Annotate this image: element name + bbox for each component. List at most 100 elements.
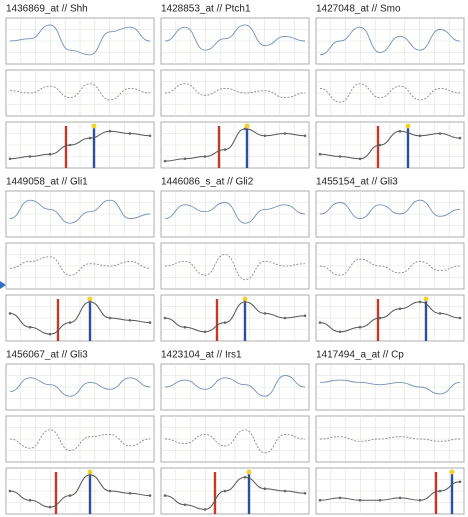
point bbox=[378, 316, 382, 320]
point bbox=[108, 489, 112, 493]
panel-title: 1456067_at // Gli3 bbox=[6, 350, 88, 361]
point bbox=[263, 487, 267, 491]
bar bbox=[56, 299, 60, 341]
panel-title: 1427048_at // Smo bbox=[316, 4, 401, 15]
series-line bbox=[164, 254, 306, 281]
point bbox=[183, 157, 187, 161]
point bbox=[438, 312, 442, 315]
marker-dot bbox=[87, 469, 93, 475]
bar bbox=[217, 126, 221, 168]
panel-title: 1417494_a_at // Cp bbox=[316, 350, 404, 361]
series-line bbox=[9, 130, 151, 160]
point bbox=[338, 155, 342, 158]
panel-title: 1428853_at // Ptch1 bbox=[161, 4, 251, 15]
bar bbox=[376, 126, 380, 168]
series-line bbox=[9, 377, 151, 397]
series-line bbox=[164, 24, 306, 51]
series-line bbox=[164, 476, 306, 510]
point bbox=[263, 134, 267, 138]
point bbox=[358, 498, 362, 502]
panel-title: 1436869_at // Shh bbox=[6, 4, 88, 15]
point bbox=[378, 498, 382, 502]
series-line bbox=[164, 202, 306, 224]
series-line bbox=[319, 26, 461, 56]
point bbox=[8, 489, 12, 493]
point bbox=[8, 312, 12, 315]
point bbox=[243, 300, 247, 304]
bar bbox=[54, 472, 58, 514]
bar bbox=[92, 126, 96, 168]
point bbox=[183, 325, 187, 329]
point bbox=[418, 134, 422, 138]
point bbox=[108, 129, 112, 133]
series-line bbox=[9, 24, 151, 56]
point bbox=[303, 134, 307, 138]
point bbox=[283, 132, 287, 135]
point bbox=[318, 152, 322, 156]
point bbox=[68, 143, 72, 147]
point bbox=[183, 503, 187, 507]
point bbox=[303, 314, 307, 318]
point bbox=[28, 155, 32, 158]
bar bbox=[243, 299, 247, 341]
bar bbox=[247, 472, 251, 514]
marker-dot bbox=[423, 296, 429, 302]
point bbox=[418, 300, 422, 304]
panel-title: 1455154_at // Gli3 bbox=[316, 177, 398, 188]
series-line bbox=[319, 379, 461, 395]
series-line bbox=[164, 83, 306, 99]
bar bbox=[245, 126, 249, 168]
point bbox=[88, 136, 92, 140]
point bbox=[418, 498, 422, 502]
point bbox=[128, 132, 132, 135]
point bbox=[128, 319, 132, 322]
point bbox=[243, 127, 247, 131]
point bbox=[68, 494, 72, 497]
bar bbox=[215, 299, 219, 341]
series-line bbox=[319, 258, 461, 276]
bar bbox=[376, 299, 380, 341]
bar bbox=[64, 126, 68, 168]
point bbox=[163, 159, 167, 163]
marker-dot bbox=[242, 296, 248, 302]
point bbox=[48, 505, 52, 509]
point bbox=[163, 316, 167, 320]
series-line bbox=[164, 128, 306, 162]
point bbox=[283, 316, 287, 320]
series-line bbox=[319, 301, 461, 333]
series-line bbox=[164, 429, 306, 454]
panel-title: 1449058_at // Gli1 bbox=[6, 177, 88, 188]
point bbox=[163, 494, 167, 497]
point bbox=[28, 325, 32, 329]
point bbox=[28, 498, 32, 502]
series-line bbox=[319, 199, 461, 220]
point bbox=[358, 325, 362, 329]
point bbox=[438, 489, 442, 493]
point bbox=[203, 155, 207, 158]
point bbox=[148, 494, 152, 497]
point bbox=[398, 307, 402, 311]
bar bbox=[406, 126, 410, 168]
panel-title: 1423104_at // Irs1 bbox=[161, 350, 242, 361]
series-line bbox=[319, 481, 461, 501]
series-line bbox=[164, 375, 306, 397]
point bbox=[48, 152, 52, 156]
marker-dot bbox=[91, 123, 97, 129]
series-line bbox=[164, 301, 306, 333]
point bbox=[458, 136, 462, 140]
point bbox=[243, 475, 247, 479]
series-line bbox=[319, 83, 461, 103]
series-line bbox=[9, 474, 151, 508]
point bbox=[8, 157, 12, 161]
point bbox=[318, 498, 322, 502]
point bbox=[223, 321, 227, 324]
point bbox=[88, 300, 92, 304]
bar bbox=[434, 472, 438, 514]
point bbox=[148, 134, 152, 138]
panel-title: 1446086_s_at // Gli2 bbox=[161, 177, 254, 188]
marker-dot bbox=[87, 296, 93, 302]
point bbox=[128, 492, 132, 495]
point bbox=[48, 332, 52, 336]
